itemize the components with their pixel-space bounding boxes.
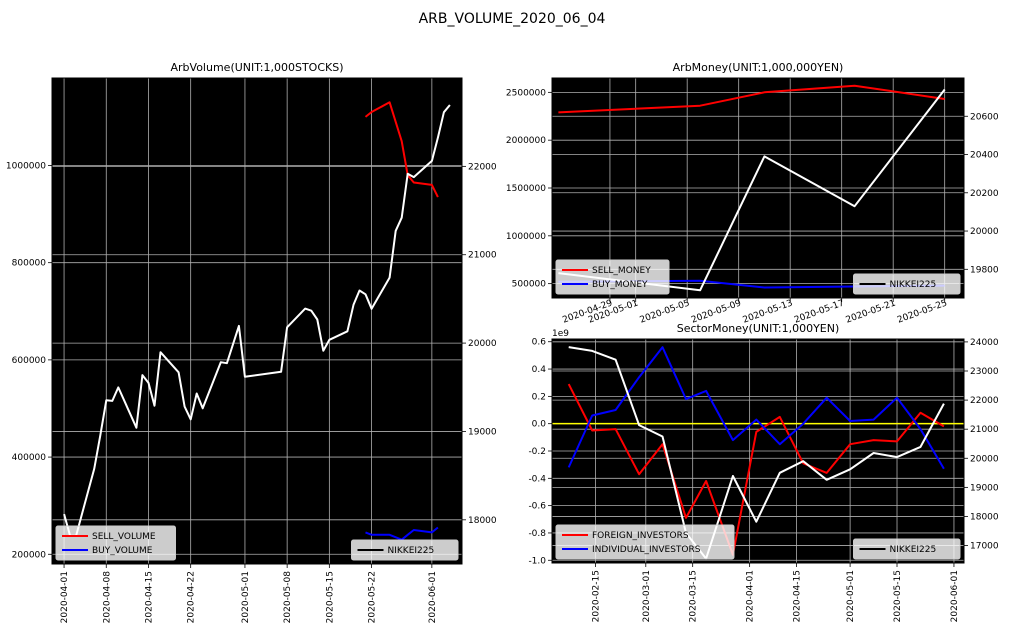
y-tick-label: 800000 [12, 259, 47, 269]
x-tick-label: 2020-04-08 [102, 571, 112, 624]
legend-box [853, 538, 961, 560]
legend-label: INDIVIDUAL_INVESTORS [592, 545, 701, 555]
x-tick-label: 2020-05-22 [368, 571, 378, 623]
chart-1: ArbVolume(UNIT:1,000STOCKS) 2020-04-01 202… [6, 61, 497, 623]
legend-box [555, 524, 735, 560]
series-line-foreign-investors [567, 383, 945, 556]
legend-label: NIKKEI225 [890, 280, 937, 290]
series-line-sell-volume [364, 101, 439, 198]
series-line-individual-investors [567, 346, 945, 470]
y-tick-label: -0.2 [528, 447, 546, 457]
y-tick-label: -0.8 [528, 529, 546, 539]
y-tick-label: 0.0 [532, 420, 547, 430]
y2-tick-label: 24000 [970, 338, 999, 348]
plot-frame [551, 338, 965, 564]
legend-label: NIKKEI225 [388, 546, 435, 556]
plot-frame [551, 77, 965, 299]
chart-2: ArbMoney(UNIT:1,000,000YEN)2020-04-29202… [506, 61, 999, 326]
plots: ArbVolume(UNIT:1,000STOCKS) 2020-04-01 202… [6, 61, 999, 623]
y2-tick-label: 20200 [970, 189, 999, 199]
x-tick-label: 2020-02-15 [592, 570, 602, 622]
y2-tick-label: 20000 [970, 227, 999, 237]
legend-box [555, 259, 670, 295]
x-tick-label: 2020-04-01 [60, 571, 70, 623]
x-tick-label: 2020-05-15 [893, 570, 903, 622]
series-line-nikkei225 [63, 104, 451, 537]
chart-title: ArbVolume(UNIT:1,000STOCKS) [171, 61, 344, 74]
x-tick-label: 2020-03-01 [642, 570, 652, 622]
x-tick-label: 2020-04-22 [187, 571, 197, 623]
y-tick-label: 500000 [512, 280, 547, 290]
legend-label: FOREIGN_INVESTORS [592, 531, 689, 541]
legend-label: NIKKEI225 [890, 545, 937, 555]
series-line-nikkei225 [568, 346, 945, 560]
x-tick-label: 2020-04-15 [793, 570, 803, 622]
x-tick-label: 2020-05-08 [283, 571, 293, 624]
y2-tick-label: 22000 [468, 162, 497, 172]
y-tick-label: 1500000 [506, 184, 546, 194]
legend-box [853, 273, 961, 295]
series-line-buy-volume [365, 526, 439, 541]
x-tick-label: 2020-04-15 [144, 571, 154, 623]
series-line-sell-money [558, 84, 945, 114]
y2-tick-label: 22000 [970, 396, 999, 406]
y-multiplier: 1e9 [552, 329, 569, 339]
y-tick-label: -1.0 [528, 556, 546, 566]
x-tick-label: 2020-05-01 [241, 571, 251, 623]
legend-label: BUY_VOLUME [92, 546, 153, 556]
legend-right: NIKKEI225 [853, 273, 961, 295]
y2-tick-label: 20000 [970, 454, 999, 464]
y-tick-label: 0.6 [532, 338, 547, 348]
y2-tick-label: 19000 [970, 483, 999, 493]
y-tick-label: 600000 [12, 356, 47, 366]
chart-title: SectorMoney(UNIT:1,000YEN) [677, 322, 840, 335]
y-tick-label: 400000 [12, 453, 47, 463]
y2-tick-label: 18000 [468, 516, 497, 526]
x-tick-label: 2020-05-25 [896, 298, 949, 325]
x-tick-label: 2020-06-01 [950, 570, 960, 622]
x-tick-label: 2020-03-15 [689, 570, 699, 622]
y2-tick-label: 19800 [970, 265, 999, 275]
y-tick-label: 1000000 [6, 161, 46, 171]
y2-tick-label: 18000 [970, 512, 999, 522]
y-tick-label: 200000 [12, 550, 47, 560]
legend-box [55, 525, 176, 561]
y2-tick-label: 19000 [468, 427, 497, 437]
legend-right: NIKKEI225 [853, 538, 961, 560]
plot-frame [51, 77, 463, 565]
y2-tick-label: 21000 [970, 425, 999, 435]
x-tick-label: 2020-05-15 [325, 571, 335, 623]
legend-left: SELL_VOLUME BUY_VOLUME [55, 525, 176, 561]
plot-area [52, 78, 462, 564]
y-tick-label: -0.6 [528, 502, 546, 512]
figure-title: ARB_VOLUME_2020_06_04 [419, 11, 606, 27]
legend-left: SELL_MONEY BUY_MONEY [555, 259, 670, 295]
y-tick-label: 2500000 [506, 88, 546, 98]
chart-title: ArbMoney(UNIT:1,000,000YEN) [673, 61, 844, 74]
y2-tick-label: 21000 [468, 251, 497, 261]
legend-label: SELL_VOLUME [92, 532, 156, 542]
legend-box [351, 539, 459, 561]
y2-tick-label: 17000 [970, 542, 999, 552]
y2-tick-label: 20600 [970, 112, 999, 122]
y2-tick-label: 23000 [970, 367, 999, 377]
chart-3: SectorMoney(UNIT:1,000YEN) 1e9 2020-02-15 2… [528, 322, 998, 622]
y-tick-label: -0.4 [528, 474, 546, 484]
legend-label: BUY_MONEY [592, 280, 648, 290]
y2-tick-label: 20400 [970, 151, 999, 161]
y-tick-label: 2000000 [506, 136, 546, 146]
legend-label: SELL_MONEY [592, 266, 651, 276]
x-tick-label: 2020-05-01 [846, 570, 856, 622]
x-tick-label: 2020-04-01 [746, 570, 756, 622]
legend-left: FOREIGN_INVESTORS INDIVIDUAL_INVESTORS [555, 524, 735, 560]
x-tick-label: 2020-05-21 [845, 298, 898, 325]
y-tick-label: 0.4 [532, 365, 547, 375]
legend-right: NIKKEI225 [351, 539, 459, 561]
y-tick-label: 0.2 [532, 392, 546, 402]
y-tick-label: 1000000 [506, 232, 546, 242]
y2-tick-label: 20000 [468, 339, 497, 349]
x-tick-label: 2020-06-01 [428, 571, 438, 623]
